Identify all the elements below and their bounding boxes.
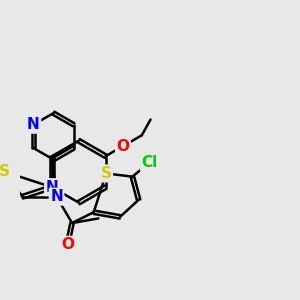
- Text: Cl: Cl: [141, 155, 158, 170]
- Text: N: N: [27, 117, 40, 132]
- Text: S: S: [0, 164, 10, 179]
- Text: O: O: [61, 237, 74, 252]
- Text: N: N: [46, 180, 58, 195]
- Text: S: S: [100, 166, 112, 181]
- Text: O: O: [116, 139, 130, 154]
- Text: N: N: [50, 189, 63, 204]
